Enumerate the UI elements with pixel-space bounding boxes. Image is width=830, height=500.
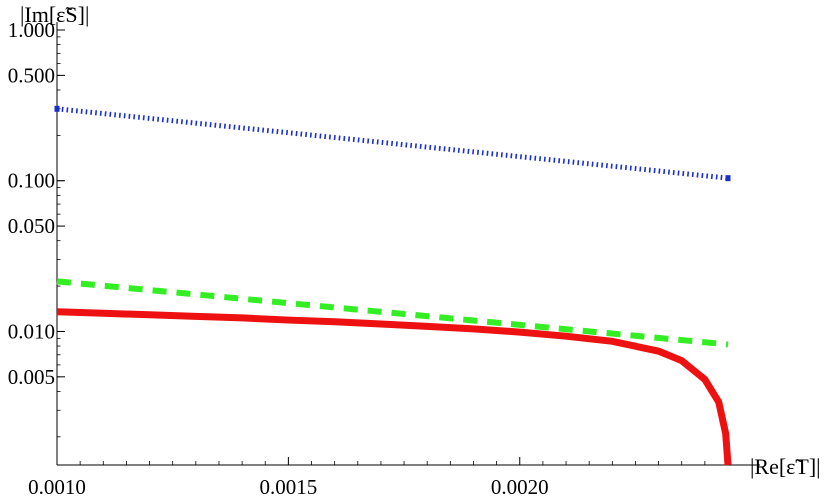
y-tick-label: 0.005 xyxy=(8,365,55,389)
series-line-dotted xyxy=(56,106,729,181)
series-layer xyxy=(54,105,732,466)
y-tick-label: 0.500 xyxy=(8,63,55,87)
x-tick-label: 0.0015 xyxy=(260,475,318,499)
x-tick-label: 0.0020 xyxy=(491,475,549,499)
tick-labels: 1.000 0.500 0.100 0.050 0.010 0.005 0.0010 0.00… xyxy=(8,18,549,499)
series-line-dashed xyxy=(56,278,729,348)
y-tick-label: 0.100 xyxy=(8,169,55,193)
x-axis-label: |Re[ε̃T]| xyxy=(750,454,821,479)
series-line-solid xyxy=(56,308,732,466)
major-ticks xyxy=(56,29,521,465)
y-tick-label: 1.000 xyxy=(8,18,55,42)
y-axis-label: |Im[ε̃S]| xyxy=(20,2,89,27)
x-tick-label: 0.0010 xyxy=(28,475,86,499)
series-end-marker xyxy=(54,105,60,112)
series-end-marker xyxy=(725,175,731,182)
y-tick-label: 0.050 xyxy=(8,214,55,238)
minor-ticks xyxy=(57,29,729,465)
y-tick-label: 0.010 xyxy=(8,319,55,343)
